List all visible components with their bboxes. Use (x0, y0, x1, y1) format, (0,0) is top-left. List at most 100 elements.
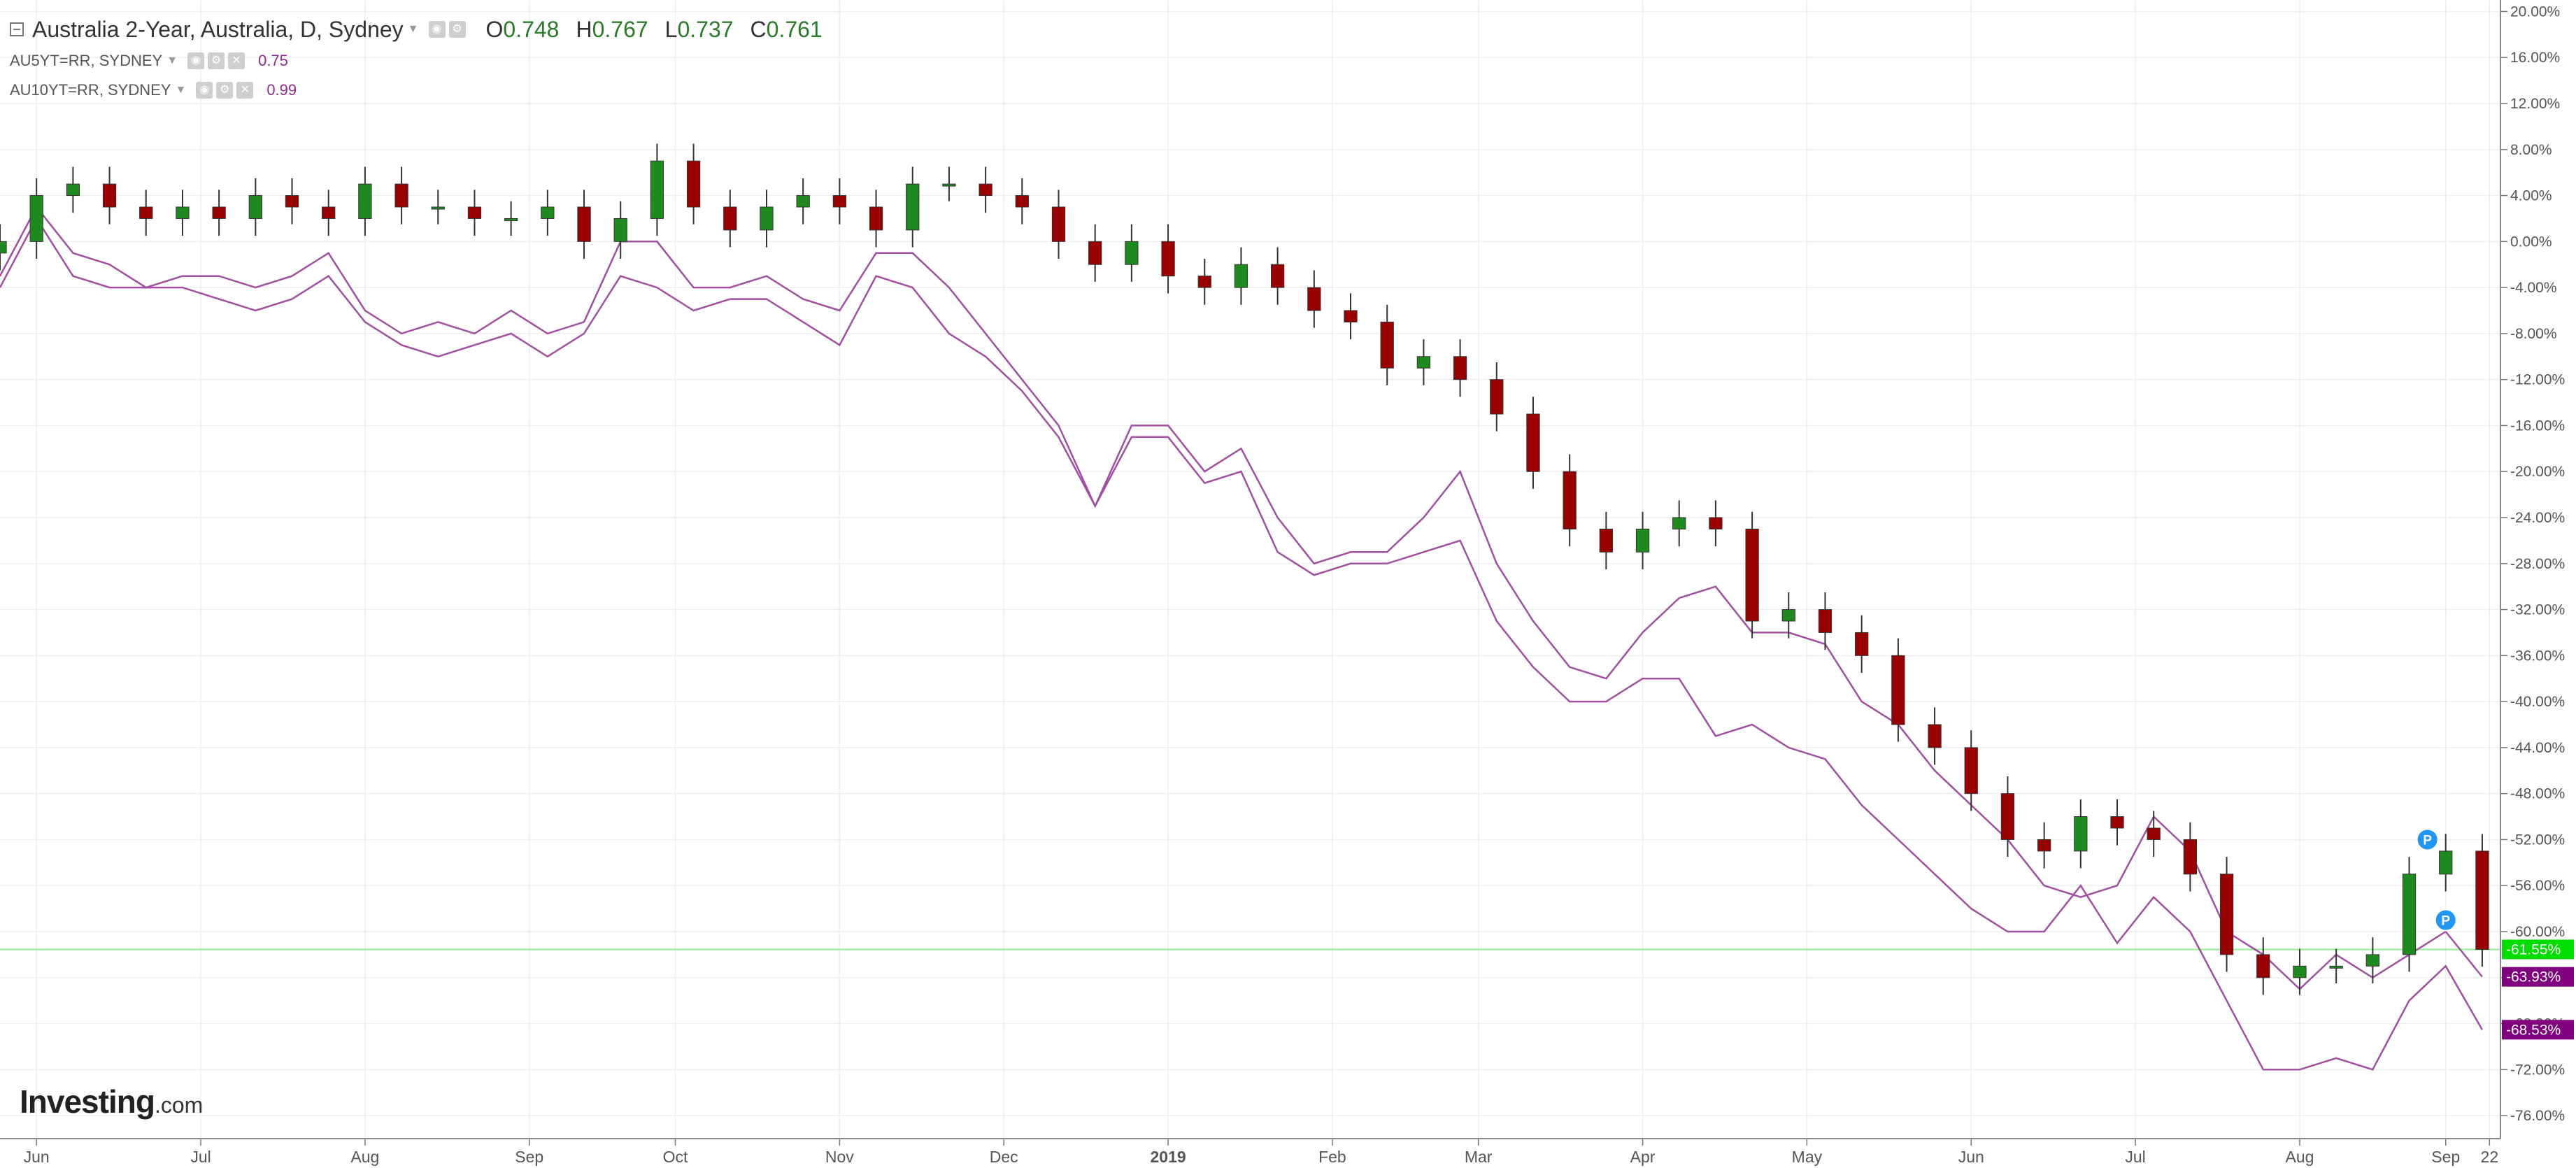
chevron-down-icon[interactable]: ▼ (175, 84, 187, 96)
y-tick-label: -28.00% (2510, 556, 2565, 572)
overlay-name[interactable]: AU5YT=RR, SYDNEY (10, 52, 163, 69)
y-tick-label: -16.00% (2510, 418, 2565, 434)
investing-logo: Investing.com (20, 1083, 203, 1120)
candle-body (1818, 609, 1833, 633)
candle-body (467, 206, 482, 219)
candle-body (322, 206, 336, 219)
y-tick-label: 20.00% (2510, 3, 2560, 20)
candle-body (358, 183, 372, 219)
y-tick-label: -4.00% (2510, 280, 2557, 296)
settings-icon[interactable]: ⚙ (448, 21, 466, 38)
x-tick-label: Oct (663, 1148, 688, 1166)
candle-body (394, 183, 408, 208)
candle-body (1344, 310, 1358, 322)
low-label: L (664, 16, 678, 42)
price-label-text: -63.93% (2506, 969, 2561, 985)
marker-label: P (2441, 914, 2450, 929)
candle-body (1161, 241, 1175, 277)
collapse-legend-icon[interactable] (10, 22, 24, 36)
candles (0, 143, 2489, 995)
y-tick-label: -20.00% (2510, 464, 2565, 480)
candle-body (2475, 850, 2489, 950)
y-tick-label: 0.00% (2510, 234, 2552, 250)
chevron-down-icon[interactable]: ▼ (166, 55, 178, 66)
x-tick-label: Aug (350, 1148, 379, 1166)
candle-body (686, 160, 701, 208)
low-value: 0.737 (677, 16, 734, 42)
x-tick-label: Jun (1958, 1148, 1984, 1166)
candle-body (1672, 517, 1686, 529)
visibility-icon[interactable]: ◉ (196, 82, 213, 99)
candle-body (212, 206, 226, 219)
candle-body (1051, 206, 1066, 242)
close-value: 0.761 (766, 16, 823, 42)
open-label: O (485, 16, 504, 42)
visibility-icon[interactable]: ◉ (428, 21, 446, 38)
candle-body (796, 195, 810, 208)
candle-body (541, 206, 555, 219)
candle-body (1635, 528, 1650, 553)
candle-body (1891, 655, 1905, 725)
candle-body (29, 195, 43, 242)
candle-body (2256, 954, 2270, 978)
x-tick-label: Mar (1465, 1148, 1493, 1166)
overlay-series-line (0, 216, 2483, 1071)
candle-body (2329, 965, 2343, 969)
candle-body (1271, 264, 1285, 288)
candle-body (577, 206, 591, 242)
y-tick-label: -24.00% (2510, 510, 2565, 526)
candle-body (869, 206, 883, 231)
symbol-title[interactable]: Australia 2-Year, Australia, D, Sydney (32, 16, 404, 42)
chevron-down-icon[interactable]: ▼ (407, 23, 419, 35)
y-tick-label: -48.00% (2510, 786, 2565, 802)
overlay-name[interactable]: AU10YT=RR, SYDNEY (10, 81, 171, 99)
x-tick-label: 22 (2481, 1148, 2499, 1166)
candle-body (1453, 356, 1467, 380)
y-tick-label: -60.00% (2510, 924, 2565, 940)
close-label: C (750, 16, 767, 42)
x-tick-label: Feb (1318, 1148, 1346, 1166)
price-label-text: -68.53% (2506, 1022, 2561, 1038)
price-label-text: -61.55% (2506, 941, 2561, 957)
candle-body (2110, 816, 2124, 829)
candle-body (1781, 609, 1795, 622)
close-icon[interactable]: ✕ (228, 52, 245, 69)
main-legend-row: Australia 2-Year, Australia, D, Sydney ▼… (10, 13, 823, 46)
candle-body (1964, 747, 1978, 795)
candle-body (0, 241, 7, 254)
candle-body (1563, 471, 1577, 529)
settings-icon[interactable]: ⚙ (208, 52, 225, 69)
candle-body (431, 206, 445, 210)
visibility-icon[interactable]: ◉ (187, 52, 205, 69)
candle-body (832, 195, 846, 208)
x-tick-label: May (1792, 1148, 1823, 1166)
settings-icon[interactable]: ⚙ (216, 82, 234, 99)
candle-body (1490, 379, 1504, 415)
y-tick-label: 16.00% (2510, 50, 2560, 66)
candle-body (1307, 287, 1321, 311)
y-tick-label: -44.00% (2510, 740, 2565, 756)
candle-body (613, 218, 627, 242)
legend: Australia 2-Year, Australia, D, Sydney ▼… (10, 13, 823, 105)
x-tick-label: Jul (190, 1148, 211, 1166)
candle-body (1197, 276, 1211, 288)
candle-body (2365, 954, 2379, 967)
x-tick-label: Sep (2431, 1148, 2460, 1166)
logo-brand: Investing (20, 1083, 155, 1120)
y-tick-label: -56.00% (2510, 878, 2565, 894)
candle-body (2147, 827, 2161, 840)
candle-body (979, 183, 992, 197)
y-tick-label: -32.00% (2510, 602, 2565, 618)
candle-body (1745, 528, 1759, 622)
x-tick-label: Dec (990, 1148, 1018, 1166)
markers: PP (2416, 828, 2457, 932)
overlay-legend-row: AU10YT=RR, SYDNEY ▼ ◉ ⚙ ✕ 0.99 (10, 76, 823, 105)
close-icon[interactable]: ✕ (236, 82, 254, 99)
y-tick-label: -72.00% (2510, 1062, 2565, 1078)
y-tick-label: -76.00% (2510, 1108, 2565, 1124)
candle-body (102, 183, 117, 208)
y-tick-label: 12.00% (2510, 96, 2560, 112)
high-value: 0.767 (592, 16, 648, 42)
